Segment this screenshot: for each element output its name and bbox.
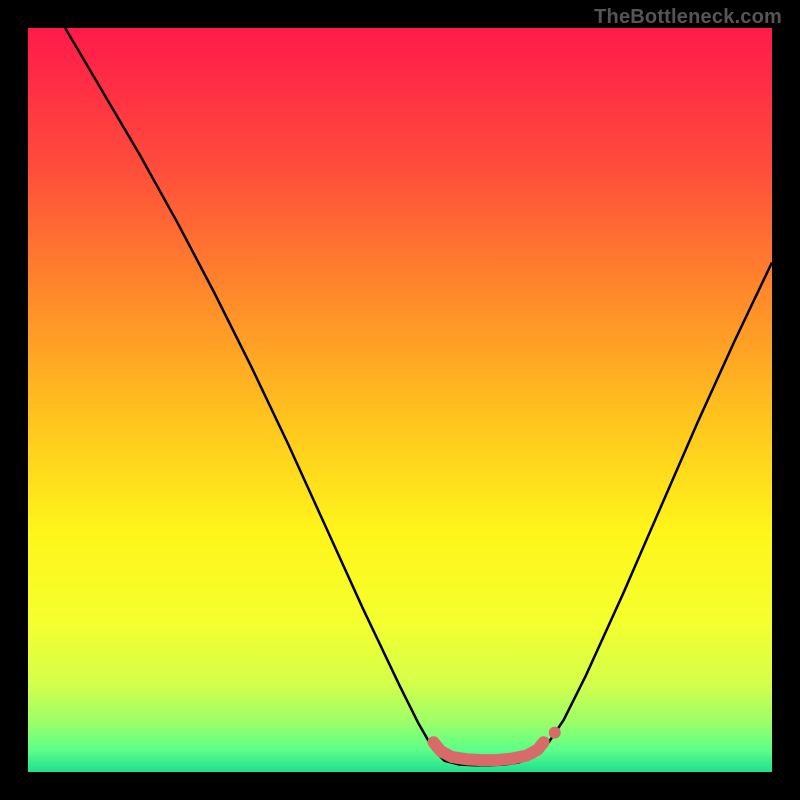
watermark-text: TheBottleneck.com (594, 6, 782, 29)
bottleneck-curve (28, 28, 772, 772)
highlight-end-dot (549, 727, 561, 739)
curve-highlight (433, 742, 543, 760)
chart-plot-area (28, 28, 772, 772)
curve-path (65, 28, 772, 765)
